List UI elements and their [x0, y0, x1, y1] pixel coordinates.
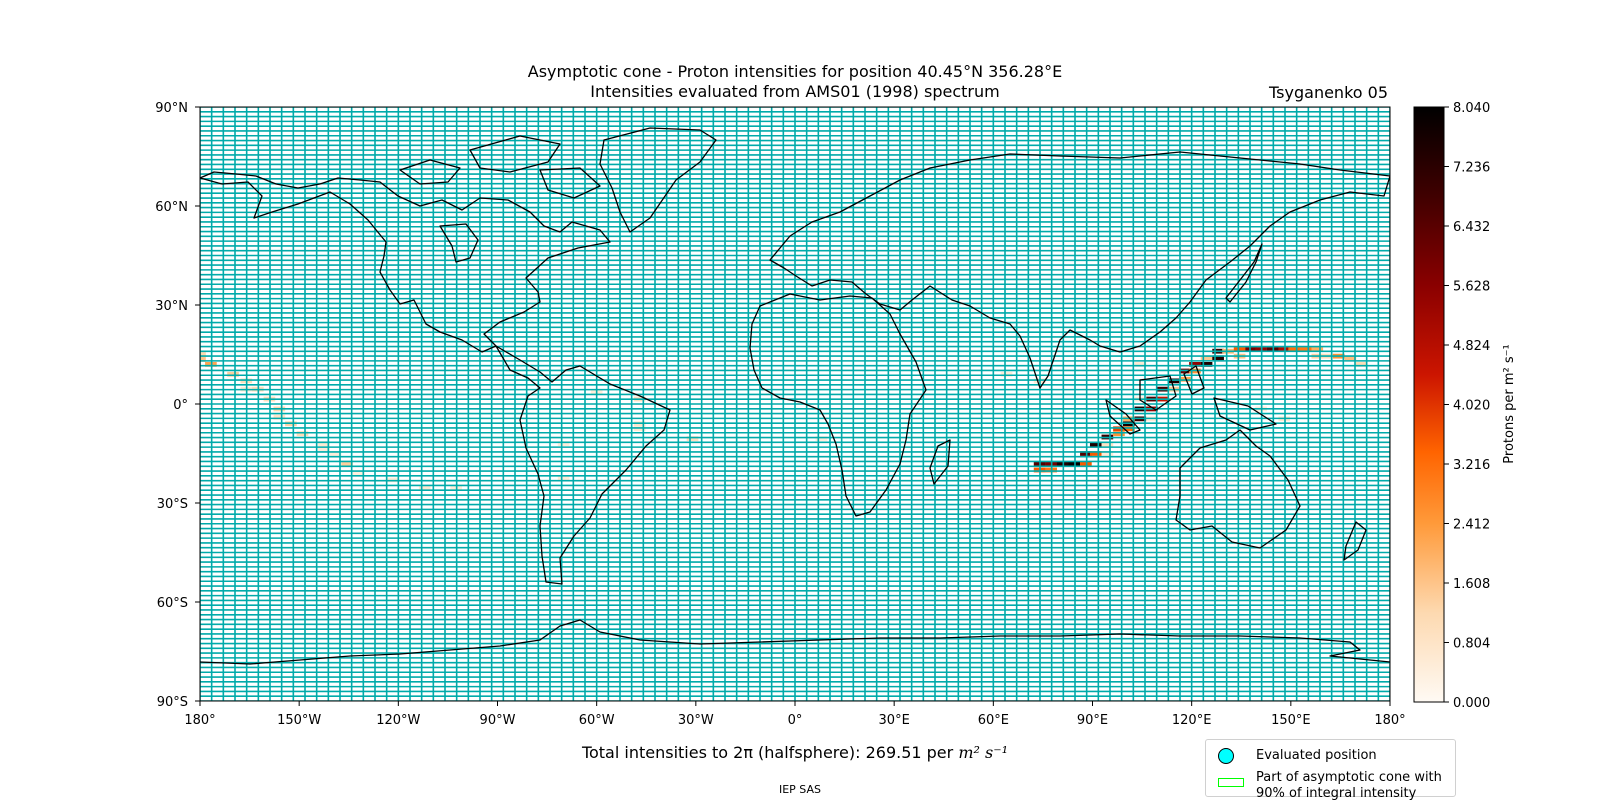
intensity-cell [1288, 347, 1300, 352]
coast-arctic-islands [399, 135, 601, 263]
chart-title: Asymptotic cone - Proton intensities for… [527, 62, 1063, 81]
cone-patch-marker-icon [1218, 778, 1244, 787]
lon-tick-label: 150°W [277, 713, 321, 728]
colorbar-tick-label: 3.216 [1453, 458, 1490, 473]
intensity-cell [1167, 378, 1180, 384]
legend-label-cone-line2: 90% of integral intensity [1256, 786, 1417, 801]
intensity-cell [1000, 371, 1013, 377]
intensity-cell [227, 371, 239, 377]
coast-africa [749, 293, 927, 517]
intensity-cell [1200, 362, 1213, 367]
intensity-cell [1344, 355, 1357, 361]
colorbar-ticks: 0.000 0.804 1.608 2.412 3.216 4.020 4.824 5.628… [1444, 101, 1490, 711]
colorbar-tick-label: 1.608 [1453, 577, 1490, 592]
chart-subtitle: Intensities evaluated from AMS01 (1998) … [590, 82, 1000, 101]
intensity-cell [1354, 362, 1367, 367]
intensity-cell [200, 352, 206, 357]
lat-tick-label: 30°N [155, 299, 188, 314]
intensity-cell [1101, 442, 1114, 448]
lon-tick-label: 60°W [579, 713, 615, 728]
colorbar-tick-label: 0.804 [1453, 637, 1490, 652]
legend-label-cone-line1: Part of asymptotic cone with [1256, 770, 1442, 785]
lon-tick-label: 90°E [1077, 713, 1108, 728]
lat-tick-label: 90°N [155, 101, 188, 116]
lon-tick-label: 30°E [879, 713, 910, 728]
coast-antarctica [200, 619, 1390, 665]
model-label: Tsyganenko 05 [1269, 83, 1388, 102]
lat-tick-label: 60°N [155, 200, 188, 215]
intensity-cell [686, 436, 699, 442]
intensity-cell [1200, 355, 1213, 361]
lon-tick-label: 150°E [1271, 713, 1311, 728]
intensity-cell [296, 431, 309, 437]
lon-tick-label: 180° [184, 713, 215, 728]
lat-tick-label: 0° [173, 398, 188, 413]
intensity-cell [1101, 451, 1114, 456]
intensity-cell [1089, 442, 1102, 448]
lon-tick-label: 0° [788, 713, 803, 728]
coast-new-zealand [1343, 521, 1367, 561]
intensity-cell [815, 436, 828, 442]
cone-grid [200, 107, 1390, 701]
colorbar-tick-label: 8.040 [1453, 101, 1490, 116]
axis-ticks: 90°N 60°N 30°N 0° 30°S 60°S 90°S 180° 150°W 120°W… [155, 101, 1405, 728]
intensity-cell [1134, 362, 1147, 367]
lon-tick-label: 60°E [978, 713, 1009, 728]
colorbar-tick-label: 5.628 [1453, 280, 1490, 295]
lon-tick-label: 120°E [1172, 713, 1212, 728]
colorbar-tick-label: 4.824 [1453, 339, 1490, 354]
intensity-cell [1212, 355, 1224, 361]
intensity-cell [1113, 431, 1125, 437]
intensity-cell [418, 485, 431, 491]
lon-tick-label: 90°W [480, 713, 516, 728]
colorbar-tick-label: 6.432 [1453, 220, 1490, 235]
lon-tick-label: 120°W [376, 713, 420, 728]
intensity-cell [1089, 451, 1102, 456]
lon-tick-label: 180° [1374, 713, 1405, 728]
colorbar [1413, 106, 1445, 703]
intensity-cell [352, 470, 365, 476]
intensity-cell [1233, 347, 1246, 352]
total-intensity-text: Total intensities to 2π (halfsphere): 26… [581, 743, 959, 762]
intensity-cell [557, 441, 570, 446]
intensity-cell [1189, 362, 1201, 367]
lat-tick-label: 60°S [157, 596, 188, 611]
lon-tick-label: 30°W [678, 713, 714, 728]
intensity-cell [273, 414, 286, 420]
legend: Evaluated position Part of asymptotic co… [1205, 739, 1456, 801]
lat-tick-label: 30°S [157, 497, 188, 512]
intensity-cell [318, 441, 330, 446]
coast-japan [1225, 243, 1263, 303]
colorbar-tick-label: 0.000 [1453, 696, 1490, 711]
coast-eurasia [769, 151, 1390, 389]
total-intensity: Total intensities to 2π (halfsphere): 26… [0, 743, 1590, 762]
intensity-cell [557, 475, 570, 481]
intensity-cell [341, 461, 353, 466]
intensity-cell [200, 357, 206, 362]
coast-greenland [599, 127, 717, 233]
coast-se-asia-islands [1105, 365, 1277, 435]
colorbar-label: Protons per m² s⁻¹ [1502, 344, 1517, 463]
colorbar-tick-label: 4.020 [1453, 399, 1490, 414]
coastlines [200, 127, 1390, 665]
credit-label: IEP SAS [778, 783, 822, 796]
intensity-cell [1311, 347, 1324, 352]
coast-north-america [200, 171, 611, 353]
lat-tick-label: 90°S [157, 695, 188, 710]
legend-label-evaluated-position: Evaluated position [1256, 748, 1377, 763]
intensity-cell [1245, 347, 1257, 352]
intensity-cell [318, 446, 330, 451]
colorbar-tick-label: 2.412 [1453, 518, 1490, 533]
evaluated-position-marker-icon [1218, 748, 1234, 764]
colorbar-tick-label: 7.236 [1453, 161, 1490, 176]
total-intensity-unit: m² s⁻¹ [958, 743, 1009, 762]
coast-madagascar [929, 439, 951, 485]
coast-australia [1175, 429, 1301, 549]
intensity-cell [1299, 347, 1312, 352]
intensity-cell [329, 451, 342, 456]
coast-south-america [495, 345, 671, 585]
